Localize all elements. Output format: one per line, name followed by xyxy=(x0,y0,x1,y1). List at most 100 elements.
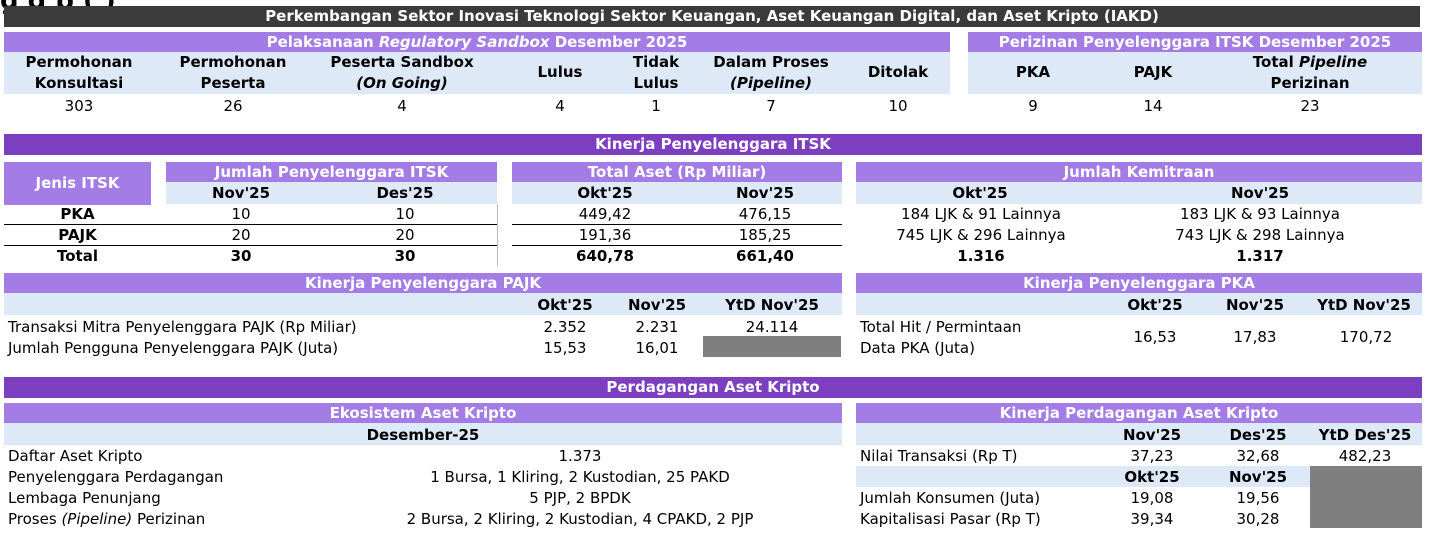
nilai-transaksi-nov: 37,23 xyxy=(1130,447,1174,465)
jumlah-title-bar xyxy=(166,162,497,182)
row-divider xyxy=(512,245,842,246)
perdagangan-months-bg xyxy=(856,423,1422,445)
sandbox-header-bg xyxy=(4,52,950,94)
value-perizinan-pka: 9 xyxy=(1028,97,1038,115)
aset-title: Total Aset (Rp Miliar) xyxy=(587,163,767,181)
ekosistem-row-value: 2 Bursa, 2 Kliring, 2 Kustodian, 4 CPAKD… xyxy=(406,510,754,528)
main-title: Perkembangan Sektor Inovasi Teknologi Se… xyxy=(265,7,1159,25)
pajk-months-bg xyxy=(4,293,842,315)
pka-hit-nov: 17,83 xyxy=(1233,328,1277,346)
itsk-row-pka-jenis: PKA xyxy=(60,205,95,223)
pajk-transaksi-nov: 2.231 xyxy=(635,318,679,336)
jumlah-konsumen-okt: 19,08 xyxy=(1130,489,1174,507)
pka-months-bg xyxy=(856,293,1422,315)
pka-title-bar xyxy=(856,273,1422,293)
perdagangan-month-1: Nov'25 xyxy=(1122,426,1182,444)
itsk-row-pka-kemitraan-okt: 184 LJK & 91 Lainnya xyxy=(901,205,1061,223)
ekosistem-month-bg xyxy=(4,423,842,445)
pajk-pengguna-ytd-empty xyxy=(703,336,841,357)
sandbox-title-bar xyxy=(4,32,950,52)
header-peserta-1: Permohonan xyxy=(179,53,287,71)
pajk-pengguna-nov: 16,01 xyxy=(635,339,679,357)
header-tidak-1: Tidak xyxy=(632,53,680,71)
itsk-title: Kinerja Penyelenggara ITSK xyxy=(595,135,831,153)
itsk-row-pajk-jenis: PAJK xyxy=(58,226,97,244)
ekosistem-row-label: Lembaga Penunjang xyxy=(8,489,161,507)
pajk-month-2: Nov'25 xyxy=(627,296,687,314)
perdagangan-month-3: YtD Des'25 xyxy=(1318,426,1412,444)
pajk-month-3: YtD Nov'25 xyxy=(725,296,819,314)
itsk-row-total-aset-nov: 661,40 xyxy=(736,247,794,265)
itsk-row-pajk-jumlah-nov: 20 xyxy=(231,226,251,244)
value-perizinan-pajk: 14 xyxy=(1143,97,1163,115)
itsk-row-pajk-kemitraan-nov: 743 LJK & 298 Lainnya xyxy=(1175,226,1345,244)
kripto-title: Perdagangan Aset Kripto xyxy=(606,378,820,396)
value-tidak-lulus: 1 xyxy=(651,97,661,115)
itsk-row-total-jenis: Total xyxy=(57,247,98,265)
value-perizinan-total: 23 xyxy=(1300,97,1320,115)
jumlah-title: Jumlah Penyelenggara ITSK xyxy=(214,163,449,181)
ekosistem-row-label: Daftar Aset Kripto xyxy=(8,447,143,465)
perizinan-title: Perizinan Penyelenggara ITSK Desember 20… xyxy=(998,33,1392,51)
sandbox-title: Pelaksanaan Regulatory Sandbox Desember … xyxy=(266,33,688,51)
pka-month-2: Nov'25 xyxy=(1225,296,1285,314)
itsk-row-pka-kemitraan-nov: 183 LJK & 93 Lainnya xyxy=(1180,205,1340,223)
itsk-row-pka-jumlah-des: 10 xyxy=(395,205,415,223)
header-peserta-2: Peserta xyxy=(200,74,266,92)
pajk-transaksi-label: Transaksi Mitra Penyelenggara PAJK (Rp M… xyxy=(8,318,357,336)
row-divider xyxy=(4,224,497,225)
header-proses-1: Dalam Proses xyxy=(713,53,829,71)
kapitalisasi-pasar-nov: 30,28 xyxy=(1236,510,1280,528)
itsk-row-total-kemitraan-nov: 1.317 xyxy=(1236,247,1284,265)
perdagangan-q-month-2: Nov'25 xyxy=(1228,468,1288,486)
perdagangan-month-2: Des'25 xyxy=(1229,426,1287,444)
aset-month-2: Nov'25 xyxy=(735,184,795,202)
column-divider xyxy=(497,204,498,266)
value-ongoing: 4 xyxy=(397,97,407,115)
ekosistem-row-value: 1 Bursa, 1 Kliring, 2 Kustodian, 25 PAKD xyxy=(430,468,730,486)
itsk-row-total-jumlah-des: 30 xyxy=(394,247,416,265)
header-konsultasi-2: Konsultasi xyxy=(34,74,124,92)
jumlah-month-1: Nov'25 xyxy=(211,184,271,202)
itsk-row-total-jumlah-nov: 30 xyxy=(230,247,252,265)
ekosistem-title: Ekosistem Aset Kripto xyxy=(329,404,517,422)
row-divider xyxy=(4,245,497,246)
itsk-row-pka-aset-okt: 449,42 xyxy=(578,205,632,223)
pka-hit-label-2: Data PKA (Juta) xyxy=(860,339,975,357)
ekosistem-row-label: Proses (Pipeline) Perizinan xyxy=(8,510,206,528)
header-pajk: PAJK xyxy=(1133,63,1173,81)
kemitraan-month-2: Nov'25 xyxy=(1230,184,1290,202)
itsk-row-pajk-aset-okt: 191,36 xyxy=(578,226,632,244)
nilai-transaksi-des: 32,68 xyxy=(1236,447,1280,465)
pajk-title-bar xyxy=(4,273,842,293)
value-konsultasi: 303 xyxy=(64,97,94,115)
perdagangan-months-2-bg xyxy=(856,466,1310,487)
itsk-row-total-aset-okt: 640,78 xyxy=(576,247,634,265)
ekosistem-month: Desember-25 xyxy=(366,426,480,444)
header-ditolak: Ditolak xyxy=(867,63,929,81)
pajk-title: Kinerja Penyelenggara PAJK xyxy=(304,274,542,292)
pajk-transaksi-okt: 2.352 xyxy=(543,318,587,336)
kapitalisasi-pasar-label: Kapitalisasi Pasar (Rp T) xyxy=(860,510,1041,528)
nilai-transaksi-label: Nilai Transaksi (Rp T) xyxy=(860,447,1018,465)
perizinan-title-bar xyxy=(968,32,1422,52)
header-lulus: Lulus xyxy=(537,63,583,81)
perdagangan-ytd-empty xyxy=(1310,466,1422,528)
pka-hit-ytd: 170,72 xyxy=(1339,328,1393,346)
itsk-row-pka-jumlah-nov: 10 xyxy=(231,205,251,223)
itsk-row-pka-aset-nov: 476,15 xyxy=(738,205,792,223)
pajk-transaksi-ytd: 24.114 xyxy=(745,318,799,336)
header-ongoing-1: Peserta Sandbox xyxy=(330,53,474,71)
aset-months-bg xyxy=(512,182,842,204)
pka-hit-okt: 16,53 xyxy=(1133,328,1177,346)
pka-month-1: Okt'25 xyxy=(1127,296,1183,314)
row-divider xyxy=(512,224,842,225)
jenis-itsk-label: Jenis ITSK xyxy=(35,174,120,192)
jumlah-months-bg xyxy=(166,182,497,204)
kripto-title-bar xyxy=(4,377,1422,398)
itsk-row-pajk-jumlah-des: 20 xyxy=(395,226,415,244)
value-lulus: 4 xyxy=(555,97,565,115)
header-tidak-2: Lulus xyxy=(633,74,679,92)
pajk-pengguna-okt: 15,53 xyxy=(543,339,587,357)
